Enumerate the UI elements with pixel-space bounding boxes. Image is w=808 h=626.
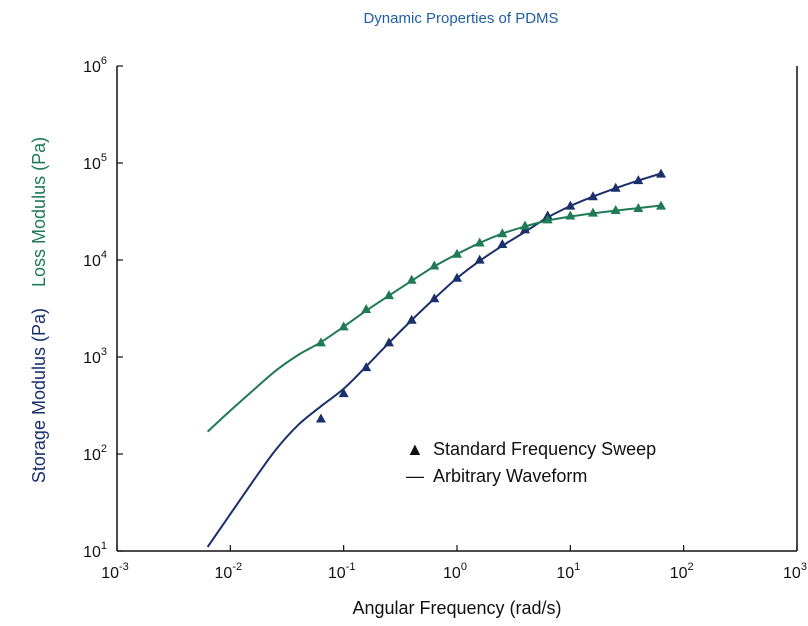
loss-modulus-marker <box>497 228 508 238</box>
loss-modulus-marker <box>429 260 440 270</box>
loss-modulus-marker <box>588 207 599 217</box>
x-tick-label: 101 <box>556 561 580 582</box>
y-axis-title: Storage Modulus (Pa) Loss Modulus (Pa) <box>29 137 49 483</box>
storage-modulus-marker <box>406 314 417 324</box>
x-tick-label: 102 <box>670 561 694 582</box>
y-tick-label: 106 <box>83 55 107 76</box>
storage-modulus-marker <box>315 413 326 423</box>
legend-symbol-triangle: ▲ <box>406 439 424 459</box>
loss-modulus-marker <box>542 214 553 224</box>
x-axis-title: Angular Frequency (rad/s) <box>352 598 561 618</box>
y-axis-title-storage: Storage Modulus (Pa) <box>29 308 49 483</box>
loss-modulus-marker <box>610 204 621 214</box>
loss-modulus-marker <box>361 303 372 313</box>
storage-modulus-marker <box>588 191 599 201</box>
loss-modulus-marker <box>315 337 326 347</box>
loss-modulus-marker <box>656 200 667 210</box>
y-tick-label: 102 <box>83 443 107 464</box>
loss-modulus-marker <box>474 237 485 247</box>
storage-modulus-line <box>206 172 662 548</box>
storage-modulus-marker <box>633 175 644 185</box>
x-tick-label: 103 <box>783 561 807 582</box>
loss-modulus-marker <box>519 220 530 230</box>
storage-modulus-marker <box>361 362 372 372</box>
x-tick-label: 10-2 <box>215 561 243 582</box>
y-tick-label: 104 <box>83 249 107 270</box>
axis-ticks: 10-3 10-2 10-1 100 101 102 103 101 102 103 104 105 1… <box>83 55 807 582</box>
storage-modulus-marker <box>338 388 349 398</box>
storage-modulus-marker <box>452 272 462 282</box>
series-layer <box>206 168 667 548</box>
loss-modulus-marker <box>383 290 394 300</box>
x-tick-label: 100 <box>443 561 467 582</box>
loss-modulus-marker <box>406 274 417 284</box>
storage-modulus-marker <box>497 238 508 248</box>
y-tick-label: 101 <box>83 540 107 561</box>
loss-modulus-marker <box>338 321 349 331</box>
loss-modulus-line <box>206 204 662 433</box>
storage-modulus-marker <box>610 182 621 192</box>
legend-label-standard-sweep: Standard Frequency Sweep <box>433 439 656 459</box>
legend-label-arbitrary-waveform: Arbitrary Waveform <box>433 466 587 486</box>
loss-modulus-marker <box>452 248 462 258</box>
storage-modulus-marker <box>565 200 576 210</box>
svg-text:Storage Modulus (Pa) Los: Storage Modulus (Pa) Loss Modulus (Pa) <box>29 137 49 483</box>
loss-modulus-marker <box>565 210 576 220</box>
y-tick-label: 103 <box>83 346 107 367</box>
chart-title: Dynamic Properties of PDMS <box>363 10 558 27</box>
storage-modulus-marker <box>429 293 440 303</box>
x-tick-label: 10-3 <box>101 561 129 582</box>
y-axis-title-loss: Loss Modulus (Pa) <box>29 137 49 287</box>
legend: ▲ Standard Frequency Sweep — Arbitrary W… <box>406 439 656 486</box>
storage-modulus-marker <box>474 254 485 264</box>
storage-modulus-marker <box>656 168 667 178</box>
storage-modulus-marker <box>383 337 394 347</box>
legend-symbol-line: — <box>406 466 424 486</box>
x-tick-label: 10-1 <box>328 561 356 582</box>
loss-modulus-marker <box>633 203 644 213</box>
y-tick-label: 105 <box>83 152 107 173</box>
